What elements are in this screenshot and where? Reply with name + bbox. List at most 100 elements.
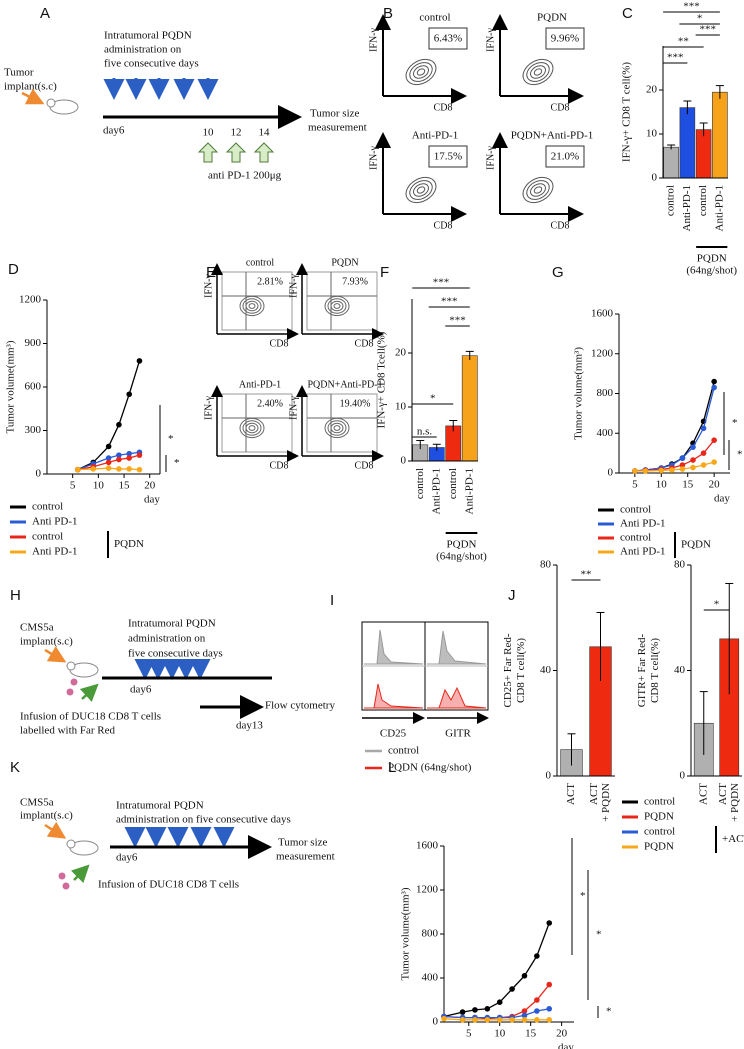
x-tick-label: 10 <box>494 1028 506 1040</box>
legend-group: PQDN <box>681 539 711 551</box>
label: measurement <box>308 122 367 134</box>
data-point <box>116 421 122 428</box>
axis-label: GITR <box>445 728 471 740</box>
data-point <box>521 1008 528 1014</box>
y-tick-label: 900 <box>25 337 42 349</box>
x-tick-label: Anti-PD-1 <box>463 468 475 514</box>
data-point <box>658 467 665 474</box>
x-tick-label: 15 <box>525 1028 537 1040</box>
panel-letter: J <box>508 587 516 604</box>
data-point <box>472 1017 478 1023</box>
contour <box>324 295 350 317</box>
contour <box>405 58 437 86</box>
data-point <box>546 920 553 926</box>
label: implant(s.c) <box>20 636 73 648</box>
contour <box>533 68 543 76</box>
contour <box>409 62 433 82</box>
x-tick-label: 15 <box>119 480 131 492</box>
contour <box>239 417 265 439</box>
label: day6 <box>130 684 152 696</box>
label: Infusion of DUC18 CD8 T cells <box>98 879 239 891</box>
label: CMS5a <box>20 797 54 809</box>
x-tick-label: control <box>697 185 709 216</box>
x-tick-label: ACT <box>565 783 577 805</box>
axis-label: CD8 <box>434 220 453 231</box>
y-tick-label: 300 <box>25 424 42 436</box>
data-point <box>116 456 122 463</box>
y-tick-label: 1600 <box>416 840 439 852</box>
data-point <box>441 1015 447 1022</box>
data-point <box>105 465 112 472</box>
significance-label: n.s. <box>417 426 433 438</box>
contour <box>533 186 543 194</box>
data-point <box>472 1007 478 1013</box>
data-point <box>136 358 143 364</box>
data-point <box>711 459 717 465</box>
contour <box>248 303 256 309</box>
axis-label: CD8 <box>355 338 374 349</box>
y-axis-label: IFN-γ+ CD8 T cell(%) <box>621 62 633 163</box>
cell-icon <box>58 872 66 880</box>
contour <box>522 58 554 86</box>
label: 14 <box>259 127 271 139</box>
x-tick-label: 15 <box>682 479 694 491</box>
gate <box>428 145 468 168</box>
legend-label: Anti PD-1 <box>32 516 78 528</box>
y-tick-label: 80 <box>674 559 686 571</box>
data-point <box>75 466 81 473</box>
contour <box>530 183 546 197</box>
y-tick-label: 800 <box>422 928 439 940</box>
data-point <box>116 466 122 472</box>
group-label: PQDN <box>447 539 477 551</box>
axis-label: CD25 <box>380 728 407 740</box>
significance-label: *** <box>441 296 458 308</box>
data-point <box>126 466 132 472</box>
contour <box>330 300 344 312</box>
data-point <box>642 468 649 474</box>
panel-letter: D <box>8 261 19 278</box>
data-point <box>546 1017 553 1023</box>
plot-title: PQDN <box>331 257 358 268</box>
data-point <box>459 1017 466 1023</box>
panel-letter: F <box>380 264 389 281</box>
axis-label: IFN-γ <box>203 395 214 419</box>
data-point <box>534 1008 540 1014</box>
arrow <box>21 88 45 105</box>
label: day13 <box>236 720 263 732</box>
histogram <box>427 686 487 709</box>
gate-percent: 2.40% <box>257 398 283 409</box>
axis-label: CD8 <box>355 460 374 471</box>
histogram <box>364 683 424 709</box>
contour <box>416 68 426 76</box>
y-tick-label: 40 <box>540 664 552 676</box>
label: 10 <box>203 127 215 139</box>
y-axis-label: GITR+ Far Red- <box>636 633 648 707</box>
legend-label: control <box>644 826 675 838</box>
data-point <box>521 1017 528 1023</box>
gate-percent: 7.93% <box>342 276 368 287</box>
panel-letter: G <box>552 264 564 281</box>
legend-label: Anti PD-1 <box>620 518 666 530</box>
x-axis-label: day <box>558 1042 574 1049</box>
data-point <box>90 466 97 472</box>
label: administration on five consecutive days <box>116 814 291 826</box>
series-line <box>443 984 550 1020</box>
contour <box>330 422 344 434</box>
significance-label: * <box>174 457 180 469</box>
legend-label: Anti PD-1 <box>32 546 78 558</box>
axis-label: IFN-γ <box>485 27 496 51</box>
bar <box>679 107 696 179</box>
axis-label: IFN-γ <box>203 273 214 297</box>
contour <box>530 65 546 79</box>
x-tick-label: control <box>414 468 426 499</box>
y-tick-label: 1600 <box>591 308 614 320</box>
x-tick-label: + PQDN <box>729 783 741 822</box>
data-point <box>496 1017 503 1023</box>
contour <box>416 186 426 194</box>
contour <box>413 183 429 197</box>
data-point <box>711 378 717 385</box>
group-label: (64ng/shot) <box>436 551 487 563</box>
y-tick-label: 10 <box>646 128 658 140</box>
gate-percent: 17.5% <box>434 151 462 163</box>
bar <box>663 146 679 179</box>
